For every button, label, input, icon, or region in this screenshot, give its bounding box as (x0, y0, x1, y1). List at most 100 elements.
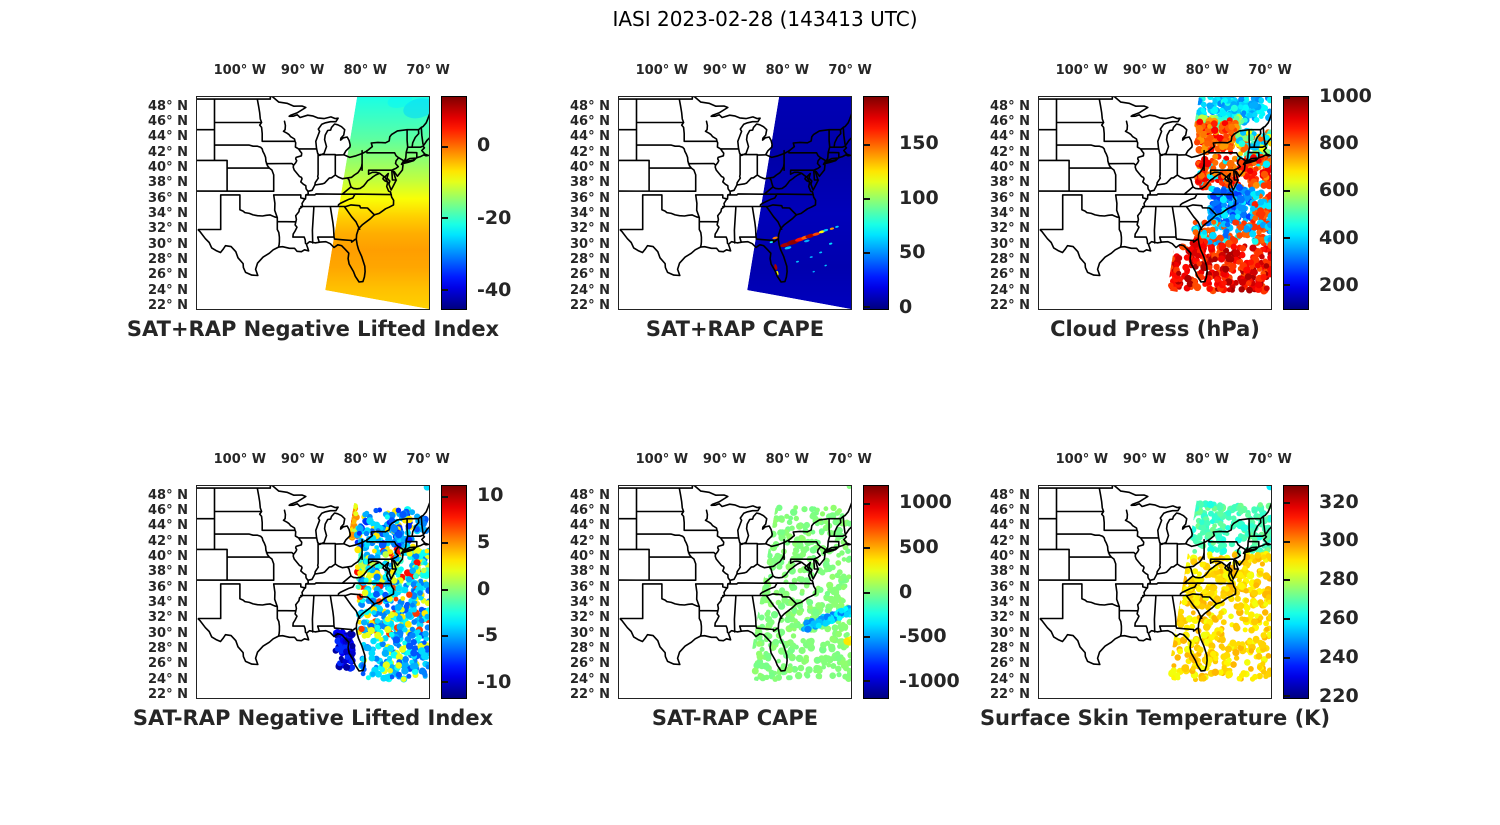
colorbar-tick-label: 50 (899, 241, 926, 264)
colorbar-tick-label: 0 (899, 580, 913, 603)
map-plot-area (195, 484, 431, 699)
colorbar-tick (1284, 190, 1290, 193)
map-svg (195, 95, 431, 310)
lat-tick-label: 36° N (990, 190, 1030, 206)
lat-tick-label: 46° N (148, 114, 188, 130)
lat-tick-label: 24° N (148, 671, 188, 687)
lat-tick-label: 40° N (570, 160, 610, 176)
colorbar (863, 96, 889, 310)
lat-tick-label: 42° N (148, 144, 188, 160)
lat-tick-label: 32° N (148, 610, 188, 626)
colorbar-tick-label: 220 (1319, 685, 1359, 708)
map-frame (618, 485, 852, 699)
lon-tick-label: 80° W (1185, 63, 1230, 78)
lat-tick-label: 38° N (148, 175, 188, 191)
state-boundary-lines (195, 95, 431, 283)
lon-tick-label: 70° W (828, 63, 872, 78)
colorbar-tick (1284, 540, 1290, 543)
lat-tick-label: 28° N (570, 641, 610, 657)
panel-title: Surface Skin Temperature (K) (979, 706, 1331, 730)
colorbar-tick-label: 1000 (899, 491, 952, 513)
lat-tick-label: 40° N (570, 549, 610, 565)
colorbar-tick (864, 197, 870, 200)
colorbar-tick-label: -10 (477, 671, 512, 694)
lat-tick-label: 46° N (570, 114, 610, 130)
lat-tick-label: 34° N (570, 595, 610, 611)
lat-tick-label: 26° N (148, 656, 188, 672)
lon-tick-label: 100° W (635, 63, 689, 78)
colorbar-tick (864, 502, 870, 505)
lat-tick-label: 32° N (990, 221, 1030, 237)
lon-tick-label: 90° W (1122, 63, 1167, 78)
lon-tick-label: 80° W (765, 63, 810, 78)
lat-tick-label: 40° N (148, 549, 188, 565)
lon-tick-label: 80° W (765, 452, 810, 467)
lat-tick-label: 24° N (990, 671, 1030, 687)
colorbar (1283, 96, 1309, 310)
lon-tick-label: 70° W (828, 452, 872, 467)
map-frame (1038, 96, 1272, 310)
colorbar-tick (442, 635, 448, 638)
lat-tick-label: 22° N (990, 298, 1030, 314)
lat-tick-label: 22° N (148, 298, 188, 314)
map-frame (196, 96, 430, 310)
lat-tick-label: 48° N (148, 98, 188, 114)
lat-tick-label: 36° N (570, 190, 610, 206)
colorbar-tick (864, 591, 870, 594)
colorbar-tick-label: -5 (477, 624, 499, 647)
lat-tick-label: 46° N (990, 503, 1030, 519)
colorbar-tick-label: 100 (899, 186, 939, 209)
lat-tick-label: 36° N (148, 190, 188, 206)
colorbar-tick-label: 600 (1319, 179, 1359, 202)
lat-tick-label: 32° N (570, 221, 610, 237)
colorbar-tick-label: -20 (477, 206, 512, 229)
lat-tick-label: 46° N (570, 503, 610, 519)
data-swath-dots (749, 485, 852, 682)
lat-tick-label: 44° N (990, 518, 1030, 534)
lon-tick-label: 100° W (213, 63, 267, 78)
colorbar-tick (442, 217, 448, 220)
lat-tick-label: 22° N (148, 687, 188, 703)
lat-tick-label: 42° N (990, 533, 1030, 549)
colorbar-tick-label: -500 (899, 625, 947, 648)
colorbar-tick (442, 681, 448, 684)
colorbar-tick-label: -1000 (899, 670, 960, 693)
colorbar-tick-label: 200 (1319, 273, 1359, 296)
state-boundary-lines (617, 95, 853, 283)
colorbar-tick-label: 500 (899, 535, 939, 558)
colorbar-tick-label: 320 (1319, 490, 1359, 513)
map-frame (196, 485, 430, 699)
map-svg (617, 484, 853, 699)
lat-tick-label: 24° N (148, 282, 188, 298)
lat-tick-label: 42° N (148, 533, 188, 549)
colorbar-tick-label: 0 (899, 295, 913, 318)
lat-tick-label: 44° N (148, 129, 188, 145)
lat-tick-label: 34° N (570, 206, 610, 222)
colorbar-tick (1284, 97, 1290, 99)
lon-tick-label: 90° W (702, 452, 747, 467)
colorbar-tick-label: -40 (477, 279, 512, 302)
lat-tick-label: 26° N (570, 656, 610, 672)
lat-tick-label: 40° N (148, 160, 188, 176)
lon-tick-label: 70° W (1248, 63, 1292, 78)
colorbar-tick (864, 143, 870, 146)
lon-tick-label: 100° W (1055, 452, 1109, 467)
colorbar-tick-label: 10 (477, 484, 504, 507)
lat-tick-label: 30° N (990, 236, 1030, 252)
lat-tick-label: 38° N (570, 175, 610, 191)
lon-tick-label: 80° W (343, 63, 388, 78)
data-swath-dots (332, 485, 430, 683)
lat-tick-label: 28° N (148, 252, 188, 268)
lon-tick-label: 80° W (343, 452, 388, 467)
state-boundary-lines (1037, 95, 1273, 283)
lon-tick-label: 90° W (1122, 452, 1167, 467)
map-svg (1037, 95, 1273, 310)
panel-sat-minus-rap-nli: SAT-RAP Negative Lifted Index 100° W 90° … (126, 440, 596, 755)
lat-tick-label: 42° N (570, 144, 610, 160)
state-boundary-lines (1037, 484, 1273, 672)
lon-tick-label: 100° W (213, 452, 267, 467)
map-svg (1037, 484, 1273, 699)
colorbar-tick-label: 240 (1319, 646, 1359, 669)
lat-tick-label: 40° N (990, 549, 1030, 565)
